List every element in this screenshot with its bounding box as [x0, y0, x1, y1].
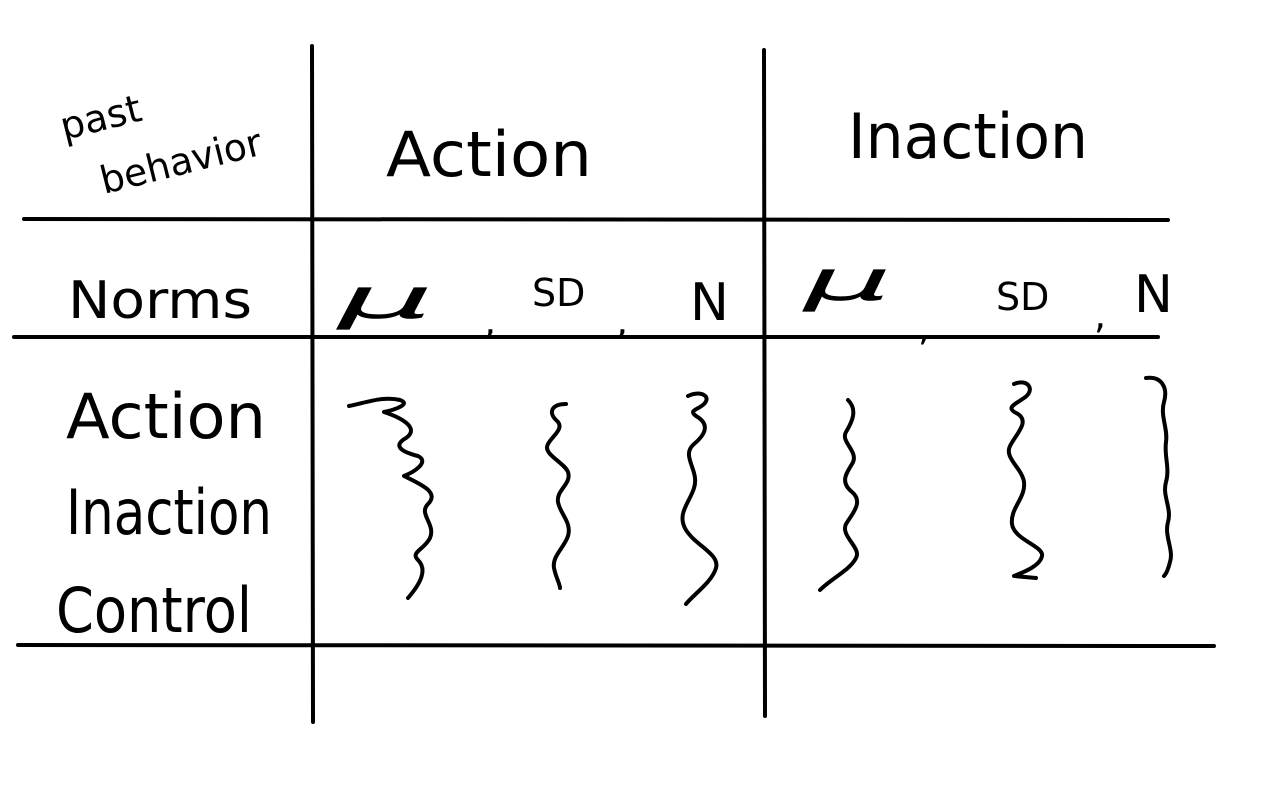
squiggle-action-mean — [347, 396, 434, 600]
inaction-separator-1: , — [918, 305, 930, 349]
column-header-action: Action — [386, 118, 592, 191]
inaction-separator-2: , — [1094, 293, 1106, 337]
inaction-stat-labels: μ , SD , N — [802, 249, 1173, 349]
squiggle-inaction-mean — [818, 398, 859, 592]
norms-label: Norms — [68, 271, 252, 331]
corner-label: past behavior — [56, 86, 267, 203]
horizontal-divider-1 — [22, 217, 1170, 222]
row-label-control: Control — [56, 574, 252, 647]
squiggle-action-n — [680, 391, 719, 606]
table-grid — [12, 44, 1216, 724]
squiggle-inaction-sd — [1006, 380, 1044, 580]
squiggle-inaction-n — [1144, 375, 1173, 578]
inaction-n-label: N — [1134, 265, 1173, 325]
vertical-divider-2 — [762, 48, 767, 718]
row-labels: Action Inaction Control — [56, 380, 272, 647]
inaction-mean-label: μ — [802, 249, 892, 314]
row-label-inaction: Inaction — [66, 476, 272, 549]
action-sd-label: SD — [532, 271, 585, 315]
corner-label-line1: past — [56, 86, 146, 149]
action-separator-2: , — [616, 299, 628, 343]
row-label-action: Action — [66, 380, 266, 453]
action-n-label: N — [690, 273, 729, 333]
horizontal-divider-3 — [16, 643, 1216, 648]
action-placeholder-squiggles — [347, 391, 719, 606]
squiggle-action-sd — [545, 402, 571, 590]
action-separator-1: , — [484, 299, 496, 343]
column-header-inaction: Inaction — [848, 100, 1088, 173]
vertical-divider-1 — [310, 44, 315, 724]
action-mean-label: μ — [335, 267, 434, 332]
inaction-sd-label: SD — [996, 275, 1049, 319]
action-stat-labels: μ , SD , N — [335, 267, 729, 343]
inaction-placeholder-squiggles — [818, 375, 1173, 592]
